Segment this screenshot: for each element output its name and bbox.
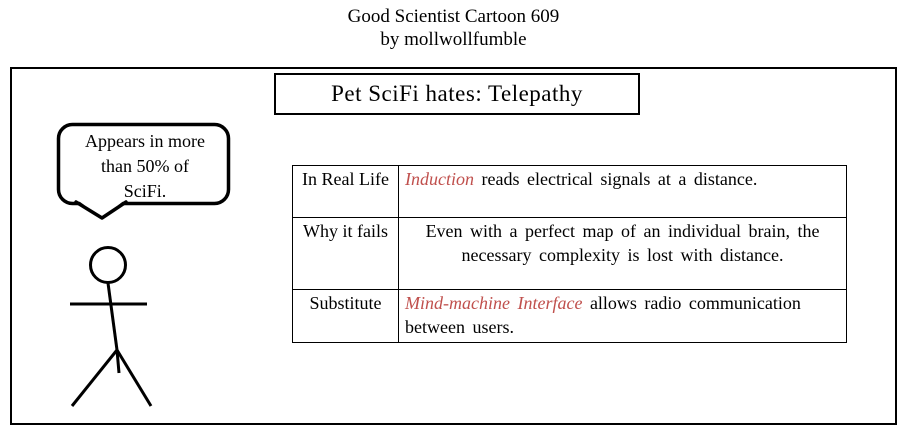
table-row: Why it fails Even with a perfect map of …	[292, 217, 847, 290]
row-content: Mind-machine Interface allows radio comm…	[398, 289, 847, 343]
speech-bubble-text: Appears in more than 50% of SciFi.	[85, 131, 205, 201]
speech-bubble	[56, 122, 231, 220]
row-content-text: Even with a perfect map of an individual…	[425, 221, 820, 265]
row-content: Induction reads electrical signals at a …	[398, 165, 847, 218]
stick-figure	[70, 246, 153, 407]
row-label: Substitute	[292, 289, 399, 343]
cartoon-header: Good Scientist Cartoon 609 by mollwollfu…	[0, 5, 907, 51]
row-label: Why it fails	[292, 217, 399, 290]
stick-figure-body	[106, 282, 119, 351]
cartoon-byline: by mollwollfumble	[380, 29, 527, 50]
table-row: In Real Life Induction reads electrical …	[292, 165, 847, 218]
highlight-term: Mind-machine Interface	[405, 293, 583, 313]
panel-title-box: Pet SciFi hates: Telepathy	[274, 73, 640, 115]
telepathy-table: In Real Life Induction reads electrical …	[292, 165, 847, 343]
table-row: Substitute Mind-machine Interface allows…	[292, 289, 847, 343]
row-content-text: reads electrical signals at a distance.	[474, 169, 758, 189]
row-label: In Real Life	[292, 165, 399, 218]
stick-figure-left-leg	[70, 349, 119, 407]
panel-title: Pet SciFi hates: Telepathy	[331, 81, 583, 106]
stick-figure-body-end	[115, 349, 121, 374]
row-content: Even with a perfect map of an individual…	[398, 217, 847, 290]
cartoon-title: Good Scientist Cartoon 609	[347, 6, 560, 27]
stick-figure-head	[89, 246, 127, 284]
highlight-term: Induction	[405, 169, 474, 189]
row-content-text: allows radio communication between users…	[405, 293, 801, 337]
stick-figure-right-leg	[115, 349, 153, 407]
cartoon-panel: Pet SciFi hates: Telepathy Appears in mo…	[10, 67, 897, 425]
